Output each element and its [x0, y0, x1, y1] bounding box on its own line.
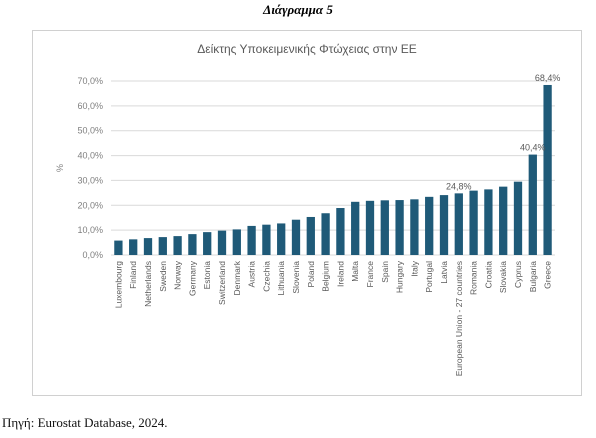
x-tick-label: Sweden [158, 261, 168, 292]
bar-czechia [262, 224, 271, 255]
bar-germany [188, 234, 197, 255]
y-tick-label: 20,0% [77, 200, 103, 210]
bar-hungary [395, 200, 404, 255]
x-tick-label: Norway [173, 260, 183, 290]
x-tick-label: Italy [409, 260, 419, 276]
x-tick-label: Croatia [483, 261, 493, 289]
x-tick-label: Finland [128, 261, 138, 289]
chart-title: Δείκτης Υποκειμενικής Φτώχειας στην ΕΕ [197, 42, 417, 56]
x-tick-label: Hungary [395, 260, 405, 293]
bar-italy [410, 199, 419, 255]
x-tick-label: Netherlands [143, 261, 153, 307]
data-label: 68,4% [535, 73, 561, 83]
y-tick-label: 40,0% [77, 151, 103, 161]
y-tick-label: 30,0% [77, 175, 103, 185]
x-tick-label: Bulgaria [528, 261, 538, 292]
bar-romania [469, 190, 478, 255]
bar-poland [306, 216, 315, 255]
data-label: 24,8% [446, 181, 472, 191]
x-tick-labels: Luxembourg Finland Netherlands Sweden Norway… [113, 260, 552, 376]
bar-lithuania [277, 223, 286, 255]
bar-finland [129, 239, 138, 255]
y-tick-label: 50,0% [77, 126, 103, 136]
bar-slovenia [291, 219, 301, 255]
bar-sweden [158, 237, 167, 255]
bar-slovakia [499, 186, 508, 255]
y-tick-label: 10,0% [77, 225, 103, 235]
bar-norway [173, 236, 182, 255]
x-tick-label: Cyprus [513, 261, 523, 288]
x-tick-label: European Union - 27 countries [454, 261, 464, 376]
y-tick-label: 0,0% [82, 250, 103, 260]
x-tick-label: Romania [469, 261, 479, 295]
data-labels: 24,8% 40,4% 68,4% [446, 73, 560, 191]
bar-european-union-27-countries [454, 193, 463, 255]
bar-switzerland [217, 230, 227, 255]
bar-greece [543, 84, 552, 255]
x-tick-label: Germany [187, 260, 197, 296]
bar-austria [247, 225, 256, 255]
bar-spain [380, 200, 389, 255]
bar-belgium [321, 213, 330, 255]
figure-heading: Διάγραμμα 5 [263, 2, 333, 17]
x-tick-label: Greece [543, 261, 553, 289]
bar-estonia [203, 232, 212, 255]
bar-ireland [336, 208, 345, 255]
bar-latvia [439, 195, 449, 255]
bar-france [365, 200, 375, 255]
bar-portugal [425, 196, 434, 255]
y-axis-label: % [55, 164, 65, 172]
x-tick-label: Ireland [335, 261, 345, 287]
x-tick-label: Slovakia [498, 261, 508, 293]
x-tick-label: Latvia [439, 261, 449, 284]
x-tick-label: Estonia [202, 261, 212, 290]
bar-chart: Δείκτης Υποκειμενικής Φτώχειας στην ΕΕ %… [55, 42, 560, 376]
y-tick-labels: 0,0% 10,0% 20,0% 30,0% 40,0% 50,0% 60,0% 70,0% [77, 76, 103, 260]
x-tick-label: Lithuania [276, 261, 286, 296]
y-tick-label: 70,0% [77, 76, 103, 86]
bar-bulgaria [528, 154, 537, 255]
x-tick-label: Luxembourg [113, 261, 123, 309]
bar-luxembourg [114, 240, 123, 255]
data-label: 40,4% [520, 143, 546, 153]
x-tick-label: France [365, 261, 375, 288]
bars [114, 84, 552, 255]
gridlines [111, 80, 555, 256]
bar-netherlands [143, 238, 153, 255]
x-tick-label: Czechia [261, 261, 271, 292]
x-tick-label: Spain [380, 261, 390, 283]
x-tick-label: Belgium [321, 261, 331, 292]
x-tick-label: Switzerland [217, 261, 227, 305]
bar-malta [351, 201, 360, 255]
x-tick-label: Portugal [424, 261, 434, 293]
x-tick-label: Denmark [232, 260, 242, 295]
x-tick-label: Malta [350, 261, 360, 282]
source-note: Πηγή: Eurostat Database, 2024. [2, 415, 168, 430]
y-tick-label: 60,0% [77, 101, 103, 111]
bar-denmark [232, 229, 241, 255]
x-tick-label: Slovenia [291, 261, 301, 294]
chart-frame: Δείκτης Υποκειμενικής Φτώχειας στην ΕΕ %… [32, 30, 582, 396]
x-tick-label: Poland [306, 261, 316, 288]
bar-croatia [484, 189, 493, 255]
bar-cyprus [513, 181, 523, 255]
x-tick-label: Austria [247, 261, 257, 288]
